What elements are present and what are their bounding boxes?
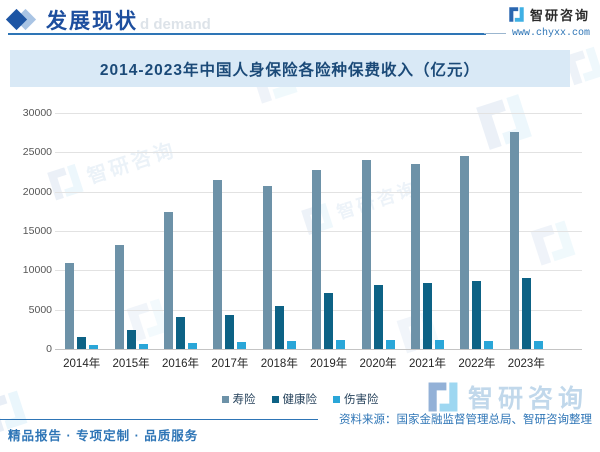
legend-label: 健康险 [282, 394, 318, 406]
bar-group-2015年 [106, 113, 155, 349]
bar-伤害险 [187, 343, 197, 349]
bar-group-2018年 [255, 113, 304, 349]
gridline [55, 113, 582, 114]
x-axis-tick-label: 2021年 [408, 358, 447, 370]
gridline [55, 349, 582, 350]
x-axis-tick-label: 2022年 [458, 358, 496, 370]
bar-健康险 [324, 293, 334, 349]
brand-block: 智研咨询 www.chyxx.com [483, 5, 590, 39]
legend-item-寿险: 寿险 [221, 391, 256, 407]
bar-寿险 [361, 160, 371, 349]
bar-健康险 [274, 306, 284, 349]
brand-name: 智研咨询 [529, 8, 590, 23]
bar-健康险 [126, 330, 136, 349]
bar-group-2014年 [57, 113, 106, 349]
bar-group-2017年 [205, 113, 254, 349]
legend-item-健康险: 健康险 [271, 391, 318, 407]
bar-寿险 [163, 211, 173, 349]
footer-tagline: 精品报告 · 专项定制 · 品质服务 [8, 429, 199, 443]
x-axis-tick-label: 2017年 [211, 358, 249, 370]
bar-寿险 [509, 131, 519, 349]
bar-健康险 [521, 277, 531, 349]
url-dash [483, 33, 506, 34]
x-axis-tick-label: 2016年 [161, 358, 200, 370]
y-axis-tick-label: 25000 [22, 146, 52, 159]
chart-legend: 寿险 健康险 伤害险 [0, 391, 600, 407]
bar-伤害险 [385, 339, 395, 349]
bar-寿险 [213, 180, 223, 349]
y-axis-tick-label: 5000 [28, 303, 52, 316]
legend-swatch [221, 395, 229, 403]
bar-健康险 [175, 317, 185, 349]
y-axis-tick-label: 15000 [22, 225, 52, 237]
bar-group-2022年 [452, 113, 501, 349]
brand-logo-icon [508, 6, 525, 23]
header: 发展现状 d demand 智研咨询 www.chyxx.com [0, 0, 600, 46]
chart-title-bar: 2014-2023年中国人身保险各险种保费收入（亿元） [10, 50, 570, 87]
bar-寿险 [312, 170, 322, 349]
x-axis-tick-label: 2020年 [359, 358, 397, 370]
y-axis-tick-label: 30000 [22, 107, 52, 119]
bar-伤害险 [138, 344, 148, 349]
legend-swatch [271, 395, 279, 403]
brand-url: www.chyxx.com [511, 28, 590, 39]
header-divider [8, 33, 486, 35]
chart-title: 2014-2023年中国人身保险各险种保费收入（亿元） [99, 61, 481, 79]
legend-swatch [333, 395, 340, 403]
bar-伤害险 [336, 339, 346, 349]
legend-label: 寿险 [232, 394, 256, 406]
bar-健康险 [373, 284, 383, 349]
bar-健康险 [77, 336, 87, 349]
header-watermark-text: d demand [140, 15, 211, 33]
bar-group-2019年 [304, 113, 353, 349]
x-axis-tick-label: 2019年 [310, 358, 348, 370]
bar-健康险 [225, 314, 235, 349]
data-source-note: 资料来源：国家金融监督管理总局、智研咨询整理 [339, 414, 592, 426]
y-axis-tick-label: 20000 [22, 185, 52, 198]
bar-伤害险 [533, 340, 543, 349]
legend-label: 伤害险 [344, 394, 379, 406]
bar-健康险 [472, 280, 482, 349]
bar-group-2021年 [403, 113, 452, 349]
x-axis-tick-label: 2015年 [112, 358, 150, 370]
bar-伤害险 [484, 340, 494, 349]
x-axis-tick-label: 2023年 [507, 358, 545, 370]
y-axis-tick-label: 0 [46, 343, 52, 355]
diamond-icon [5, 8, 38, 32]
x-axis-tick-label: 2014年 [63, 358, 101, 370]
gridline [55, 152, 582, 154]
x-axis-tick-label: 2018年 [260, 358, 298, 370]
bar-group-2020年 [353, 113, 402, 349]
footer-divider [0, 419, 318, 420]
bar-伤害险 [89, 344, 99, 349]
bar-寿险 [410, 163, 420, 349]
page-title: 发展现状 [46, 10, 138, 33]
bar-健康险 [422, 282, 432, 349]
bar-寿险 [65, 263, 75, 349]
bar-group-2016年 [156, 113, 205, 349]
bar-伤害险 [434, 339, 444, 349]
legend-item-伤害险: 伤害险 [333, 391, 379, 407]
bar-伤害险 [237, 341, 247, 349]
bar-寿险 [262, 186, 272, 349]
y-axis-tick-label: 10000 [22, 264, 52, 277]
bar-寿险 [460, 156, 470, 349]
bar-伤害险 [286, 340, 296, 349]
bar-寿险 [114, 244, 124, 349]
bar-chart-plot: 0 5000 10000 15000 20000 25000 30000 2014年 2015年… [23, 107, 582, 370]
bar-group-2023年 [502, 113, 551, 349]
